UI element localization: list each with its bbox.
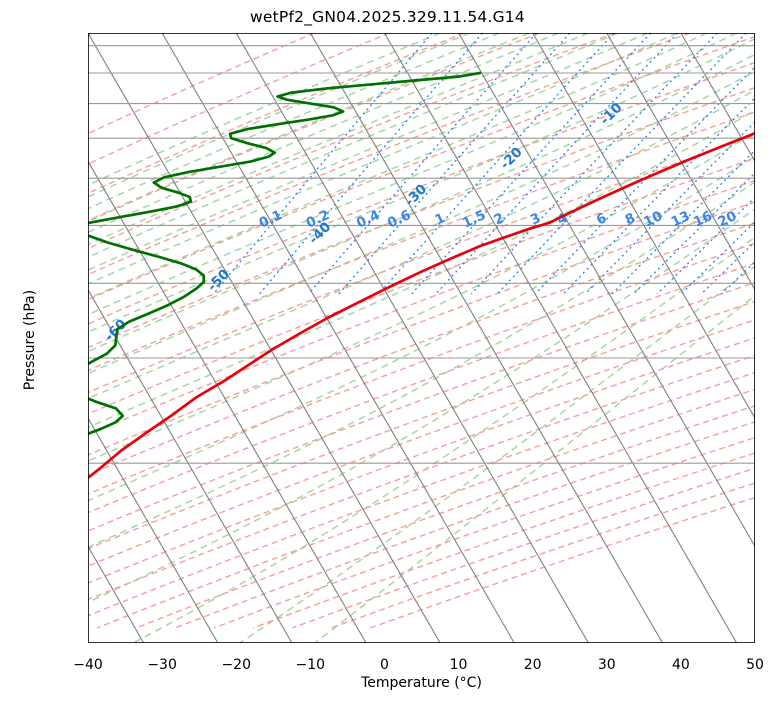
dry-adiabat (88, 242, 755, 495)
plot-background (88, 33, 755, 643)
isotherm-lines (88, 33, 755, 643)
dry-adiabat (88, 33, 390, 165)
mixing-ratio-label: 16 (691, 208, 715, 230)
moist-adiabat (88, 33, 500, 210)
sounding-profiles (88, 71, 755, 480)
dry-adiabat (88, 157, 755, 415)
isotherm (88, 33, 441, 643)
dry-adiabat (88, 354, 755, 601)
dry-adiabat (88, 281, 755, 532)
x-tick-label: −10 (295, 657, 326, 673)
moist-adiabat (88, 33, 589, 246)
isotherm (532, 33, 755, 420)
moist-adiabat (88, 109, 755, 429)
moist-adiabat (88, 33, 471, 198)
mixing-ratio-label: 20 (715, 208, 739, 230)
dry-adiabat (214, 436, 755, 629)
isotherm (161, 33, 515, 643)
x-tick-label: 40 (671, 657, 690, 673)
mixing-ratio-label: 13 (669, 208, 693, 230)
plot-area: -60 -50 -40 -30 -20 -10 0.1 0.2 0.4 0.6 1 1.5 2 3 4 6 8 1… (88, 33, 755, 643)
isotherm (680, 33, 755, 163)
moist-adiabat (88, 53, 755, 353)
dry-adiabat (136, 405, 755, 629)
mixing-ratio-line (584, 120, 755, 295)
x-tick-label: 20 (523, 657, 542, 673)
dry-adiabat (88, 33, 616, 250)
isotherm (88, 160, 367, 643)
mixing-ratio-line (378, 33, 615, 295)
x-tick-label: 10 (449, 657, 468, 673)
x-axis-ticks: −40 −30 −20 −10 0 10 20 30 40 50 (0, 650, 775, 680)
dry-adiabat (88, 134, 755, 394)
dry-adiabat-lines (88, 33, 755, 629)
mixing-ratio-line (212, 33, 433, 295)
dry-adiabat (88, 61, 755, 325)
dewpoint-profile (88, 71, 482, 436)
dry-adiabat (88, 319, 755, 567)
moist-adiabat (88, 33, 737, 316)
moist-adiabat (314, 294, 755, 643)
skewt-canvas: -60-50-40-30-20-100.1 0.2 0.4 0.6 1 1.5 2 3 4 6 8 1… (88, 33, 755, 643)
mixing-ratio-line (338, 33, 571, 295)
mixing-ratio-line (656, 196, 755, 295)
moist-adiabat (88, 70, 755, 375)
dry-adiabat (88, 262, 755, 514)
moist-adiabat (88, 33, 619, 258)
moist-adiabat (88, 155, 755, 502)
x-tick-label: 0 (379, 657, 389, 673)
x-tick-label: −40 (73, 657, 103, 673)
pressure-gridlines (88, 45, 755, 643)
x-tick-label: 30 (597, 657, 616, 673)
dry-adiabat (88, 35, 755, 301)
x-tick-label: −20 (221, 657, 251, 673)
dry-adiabat (88, 222, 755, 476)
mixing-ratio-label: 10 (641, 208, 665, 230)
isotherm (458, 33, 755, 548)
isotherm (383, 33, 738, 643)
dry-adiabat (88, 300, 755, 550)
page-title: wetPf2_GN04.2025.329.11.54.G14 (250, 8, 525, 26)
mixing-ratio-line (496, 33, 747, 295)
moist-adiabat (88, 33, 560, 234)
dry-adiabat (88, 337, 755, 584)
isotherm (606, 33, 755, 291)
mixing-ratio-line (534, 66, 755, 295)
moist-adiabat (88, 89, 755, 400)
dry-adiabat (88, 86, 755, 349)
dry-adiabat (88, 33, 465, 195)
x-tick-label: −30 (147, 657, 177, 673)
dry-adiabat (175, 421, 755, 629)
dry-adiabat (88, 33, 540, 223)
isotherm (88, 416, 219, 643)
moist-adiabat (88, 131, 755, 462)
mixing-ratio-line (308, 33, 538, 295)
dry-adiabat (370, 496, 755, 629)
temperature-profile (88, 131, 755, 480)
mixing-ratio-line (435, 33, 679, 295)
isotherm (235, 33, 589, 643)
dry-adiabat (88, 33, 691, 276)
isotherm (309, 33, 663, 643)
moist-adiabat (88, 33, 441, 186)
dry-adiabat (292, 467, 755, 629)
x-tick-label: 50 (746, 657, 764, 673)
dry-adiabat (253, 452, 755, 629)
y-axis-ticks: 1002003004005006007008009001000 (0, 0, 80, 708)
x-axis-label: Temperature (°C) (361, 675, 482, 691)
moist-adiabat (88, 181, 755, 549)
mixing-ratio-line (470, 33, 718, 295)
